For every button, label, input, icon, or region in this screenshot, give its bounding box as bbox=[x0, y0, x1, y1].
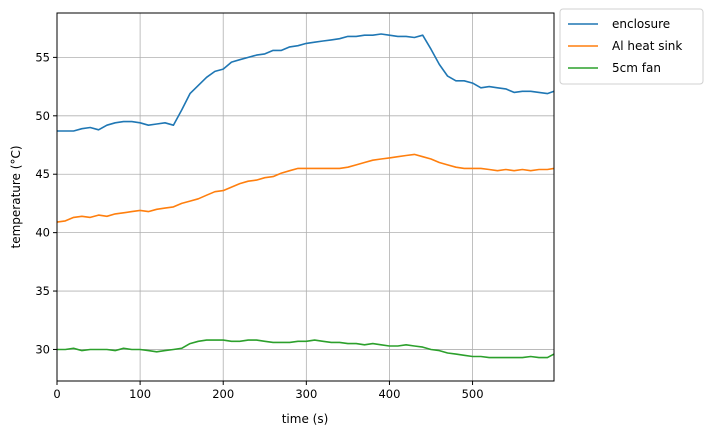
legend: enclosure Al heat sink 5cm fan bbox=[559, 8, 704, 85]
y-tick-label: 35 bbox=[35, 284, 50, 298]
x-tick-label: 300 bbox=[295, 387, 317, 401]
y-tick-label: 50 bbox=[35, 109, 50, 123]
y-tick-label: 40 bbox=[35, 226, 50, 240]
y-tick-label: 45 bbox=[35, 167, 50, 181]
x-tick-label: 200 bbox=[212, 387, 234, 401]
plot-frame bbox=[56, 12, 555, 382]
y-tick-label: 55 bbox=[35, 50, 50, 64]
legend-label-enclosure: enclosure bbox=[612, 17, 670, 31]
y-tick-label: 30 bbox=[35, 342, 50, 356]
x-tick-label: 500 bbox=[462, 387, 484, 401]
legend-label-al-heat-sink: Al heat sink bbox=[612, 39, 682, 53]
y-axis-label: temperature (°C) bbox=[9, 146, 23, 249]
grid-lines bbox=[56, 13, 554, 381]
x-tick-label: 100 bbox=[129, 387, 151, 401]
series-line-enclosure bbox=[57, 33, 555, 132]
x-tick-label: 400 bbox=[378, 387, 400, 401]
x-tick-label: 0 bbox=[53, 387, 60, 401]
legend-label-5cm-fan: 5cm fan bbox=[612, 61, 661, 75]
axis-ticks: 0 100 200 300 400 500 30 35 40 45 50 55 bbox=[35, 50, 483, 401]
x-axis-label: time (s) bbox=[282, 412, 329, 426]
series-line-5cm-fan bbox=[57, 339, 555, 359]
series-line-al-heat-sink bbox=[56, 153, 555, 223]
series-layer bbox=[56, 33, 555, 359]
legend-frame bbox=[559, 8, 704, 85]
